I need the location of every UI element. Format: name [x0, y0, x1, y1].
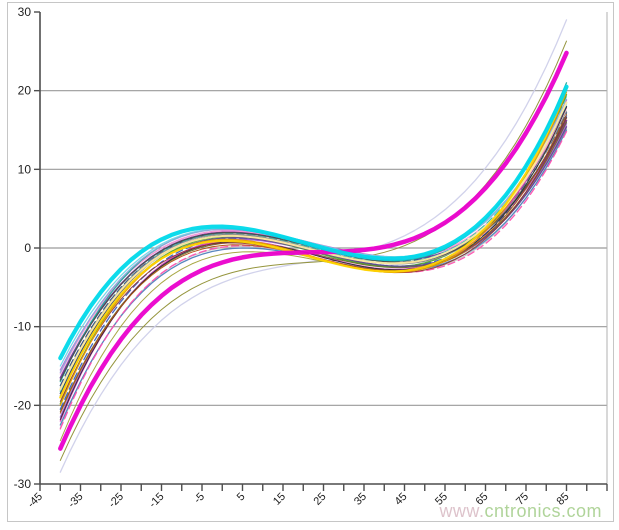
x-tick-label: -5 — [192, 491, 207, 506]
y-tick-label: 10 — [18, 162, 32, 176]
x-tick-label: -15 — [147, 491, 167, 511]
y-tick-label: -10 — [14, 320, 32, 334]
x-axis-ticks — [39, 484, 608, 491]
y-tick-label: 30 — [18, 5, 32, 19]
gridlines — [40, 90, 607, 406]
y-tick-label: -20 — [14, 398, 32, 412]
y-tick-label: -30 — [14, 477, 32, 491]
y-tick-label: 0 — [24, 241, 31, 255]
x-tick-label: 5 — [235, 491, 248, 504]
series-thick-cyan — [58, 84, 569, 361]
series-thick-magenta — [58, 50, 569, 451]
series-pale-yellow — [59, 101, 568, 391]
x-tick-label: 55 — [433, 491, 450, 508]
x-tick-label: 75 — [514, 491, 531, 508]
series-curves — [58, 19, 569, 473]
x-tick-label: -25 — [106, 491, 126, 511]
x-tick-label: -45 — [25, 491, 45, 511]
series-black-thin — [59, 106, 567, 420]
x-tick-label: 45 — [392, 491, 409, 508]
series-pale-lavender — [59, 19, 568, 473]
series-navy-dashed — [59, 112, 568, 387]
x-tick-label: 25 — [311, 491, 328, 508]
x-tick-label: -35 — [66, 491, 86, 511]
x-tick-label: 65 — [473, 491, 490, 508]
x-tick-label: 35 — [352, 491, 369, 508]
series-violet — [59, 123, 568, 418]
x-tick-label: 85 — [554, 491, 571, 508]
y-axis-labels: 30 20 10 0 -10 -20 -30 — [14, 5, 40, 491]
series-yellow — [59, 87, 568, 399]
x-tick-label: 15 — [271, 491, 288, 508]
y-tick-label: 20 — [18, 84, 32, 98]
x-axis-labels: -45 -35 -25 -15 -5 5 15 25 35 45 55 65 75 85 — [25, 491, 571, 511]
